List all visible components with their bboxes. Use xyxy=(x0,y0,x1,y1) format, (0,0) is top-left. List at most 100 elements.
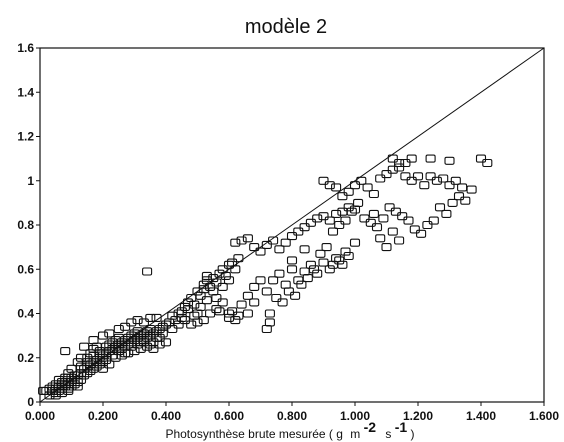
data-point xyxy=(205,282,216,291)
data-point xyxy=(261,287,272,296)
data-point xyxy=(230,265,241,274)
data-point xyxy=(274,245,285,254)
data-point xyxy=(217,282,228,291)
data-point xyxy=(444,156,455,165)
data-point xyxy=(371,223,383,232)
data-point xyxy=(318,176,329,185)
x-axis-label-m: m xyxy=(350,427,360,441)
data-point xyxy=(104,360,115,369)
data-point xyxy=(88,351,99,360)
x-axis-label: Photosynthèse brute mesurée ( g m -2 s -… xyxy=(165,419,414,441)
data-point xyxy=(110,336,121,345)
data-point xyxy=(56,389,68,398)
data-point xyxy=(334,256,345,265)
data-point xyxy=(151,313,162,322)
data-point xyxy=(453,192,465,201)
y-tick-label: 1.4 xyxy=(17,85,34,99)
x-tick-label: 0.000 xyxy=(25,409,55,423)
data-point xyxy=(425,154,436,163)
data-point xyxy=(189,311,200,320)
data-point xyxy=(327,227,339,236)
data-point xyxy=(312,269,323,278)
data-point xyxy=(132,340,143,349)
data-point xyxy=(249,243,260,252)
data-point xyxy=(315,249,326,258)
data-point xyxy=(53,375,64,384)
data-point xyxy=(331,183,342,192)
data-point xyxy=(211,305,222,314)
data-point xyxy=(101,342,112,351)
data-point xyxy=(236,300,247,309)
data-point xyxy=(47,382,58,391)
data-point xyxy=(50,380,61,389)
data-point xyxy=(208,274,219,283)
y-tick-label: 1 xyxy=(27,174,34,188)
data-point xyxy=(97,331,109,340)
data-point xyxy=(123,349,134,358)
data-point xyxy=(249,282,260,291)
data-point xyxy=(113,347,124,356)
x-axis-label-g: g xyxy=(336,427,343,441)
data-point xyxy=(403,216,414,225)
data-point xyxy=(135,344,146,353)
data-point xyxy=(249,298,260,307)
data-point xyxy=(475,154,487,163)
data-point xyxy=(324,216,335,225)
data-point xyxy=(362,183,373,192)
data-point xyxy=(274,269,285,278)
data-point xyxy=(255,247,266,256)
data-point xyxy=(460,196,471,205)
data-point xyxy=(227,307,238,316)
data-point xyxy=(340,216,351,225)
x-axis-ticks: 0.000 0.200 0.400 0.600 0.800 1.000 1.200 1.400… xyxy=(25,402,559,423)
data-point xyxy=(126,342,137,351)
data-point xyxy=(75,353,87,362)
chart-title: modèle 2 xyxy=(245,16,327,38)
data-point xyxy=(154,333,165,342)
data-point xyxy=(337,192,348,201)
data-point xyxy=(110,353,121,362)
data-point xyxy=(195,302,206,311)
data-point xyxy=(167,324,178,334)
data-point xyxy=(368,189,379,199)
data-point xyxy=(264,318,275,327)
data-point xyxy=(211,278,222,287)
data-point xyxy=(50,391,61,400)
data-point xyxy=(327,260,339,269)
data-point xyxy=(145,331,156,340)
x-tick-label: 1.600 xyxy=(529,409,559,423)
data-point xyxy=(375,234,386,243)
data-point xyxy=(192,318,203,327)
data-point xyxy=(457,183,468,192)
x-tick-label: 0.400 xyxy=(151,409,181,423)
data-point xyxy=(444,181,455,190)
data-point xyxy=(434,203,446,212)
data-point xyxy=(425,172,436,181)
data-point xyxy=(66,382,77,391)
data-point xyxy=(138,338,149,347)
data-point xyxy=(242,234,253,243)
data-point xyxy=(230,238,241,247)
data-point xyxy=(299,267,310,276)
data-point xyxy=(116,351,127,360)
data-point xyxy=(113,324,124,334)
data-point xyxy=(349,181,361,190)
data-point xyxy=(312,214,323,223)
data-point xyxy=(368,209,379,218)
data-point xyxy=(85,349,96,358)
data-point xyxy=(151,333,162,342)
data-point xyxy=(72,358,83,367)
data-point xyxy=(340,247,351,256)
data-point xyxy=(120,322,131,331)
data-point xyxy=(63,369,74,378)
data-point xyxy=(82,358,93,367)
data-point xyxy=(176,307,187,316)
data-point xyxy=(431,176,442,185)
data-point xyxy=(72,382,83,391)
data-point xyxy=(343,187,354,196)
data-point xyxy=(182,305,194,314)
data-point xyxy=(305,260,316,269)
data-point xyxy=(296,280,307,289)
data-point xyxy=(138,318,149,327)
data-point xyxy=(299,245,310,254)
